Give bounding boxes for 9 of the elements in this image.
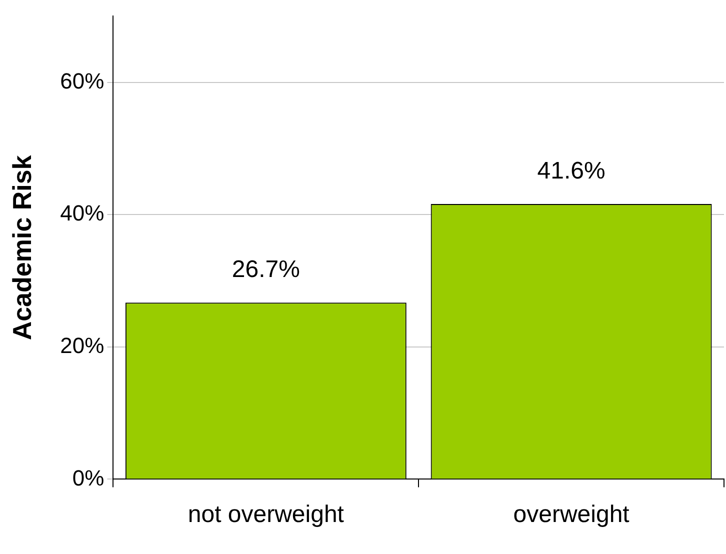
data-label: 41.6% <box>537 158 606 185</box>
y-tick-label: 20% <box>60 332 104 358</box>
y-tick-label: 40% <box>60 200 104 226</box>
y-tick-label: 60% <box>60 68 104 94</box>
y-tick-label: 0% <box>72 465 104 490</box>
y-axis-title: Academic Risk <box>6 154 37 340</box>
x-tick-label: overweight <box>513 501 630 528</box>
data-label: 26.7% <box>232 256 300 284</box>
x-tick-label: not overweight <box>188 501 344 528</box>
